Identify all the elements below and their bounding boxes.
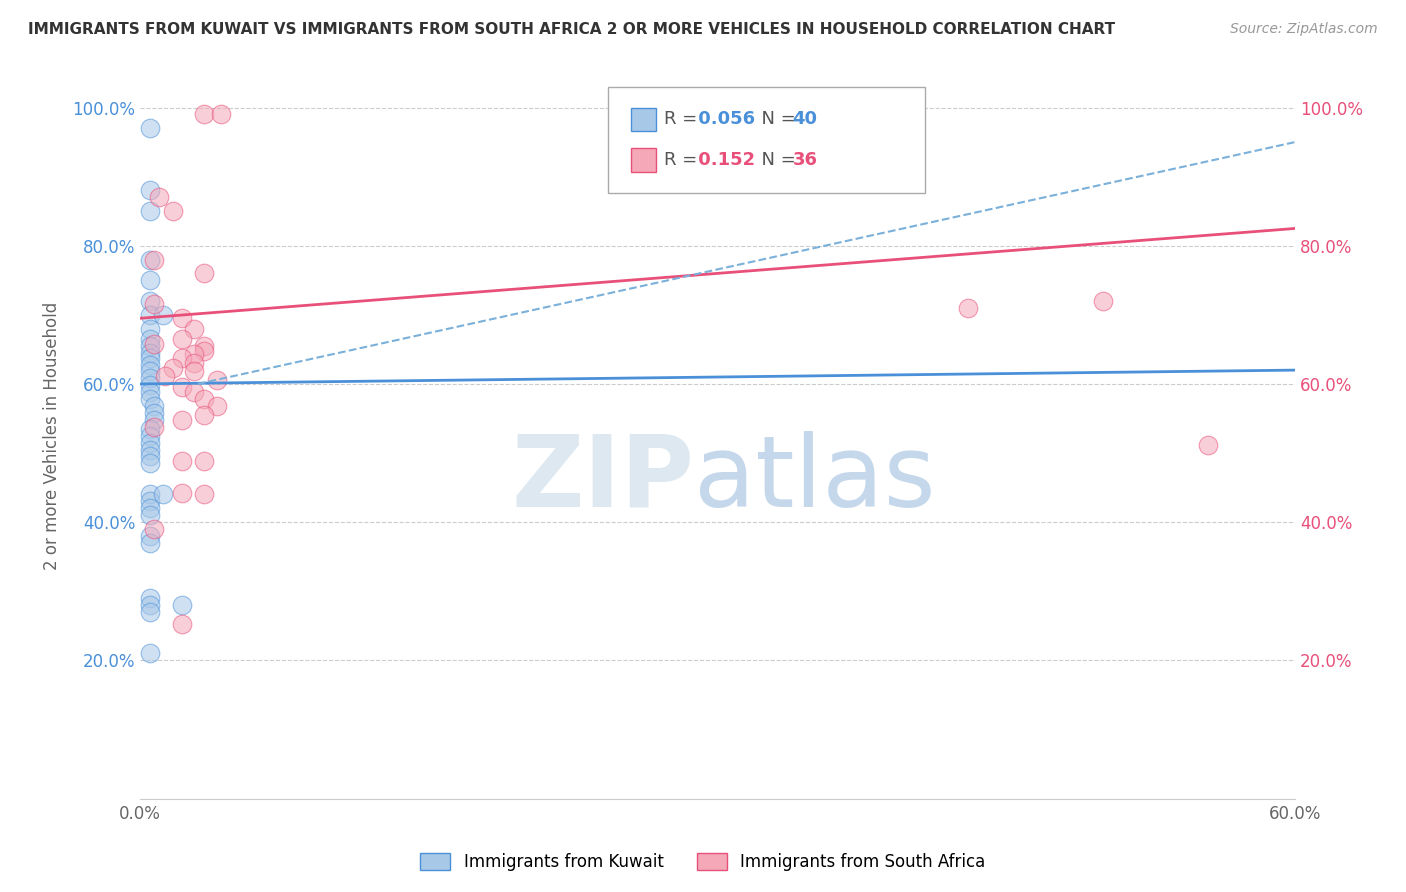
Point — [138, 378, 160, 392]
Point — [138, 487, 160, 501]
Point — [138, 494, 160, 508]
Text: 40: 40 — [793, 111, 818, 128]
Point — [138, 293, 160, 308]
Point — [193, 266, 215, 280]
Point — [172, 311, 194, 326]
Point — [142, 336, 165, 351]
Point — [148, 190, 170, 204]
Point — [138, 422, 160, 436]
Text: ZIP: ZIP — [512, 431, 695, 528]
Text: R =: R = — [665, 151, 703, 169]
Point — [205, 399, 228, 413]
Point — [138, 536, 160, 550]
Text: R =: R = — [665, 111, 703, 128]
Point — [162, 204, 184, 219]
Text: IMMIGRANTS FROM KUWAIT VS IMMIGRANTS FROM SOUTH AFRICA 2 OR MORE VEHICLES IN HOU: IMMIGRANTS FROM KUWAIT VS IMMIGRANTS FRO… — [28, 22, 1115, 37]
Point — [138, 273, 160, 287]
Point — [193, 339, 215, 353]
Bar — [631, 148, 657, 171]
Point — [193, 454, 215, 468]
Point — [138, 450, 160, 464]
Point — [193, 107, 215, 121]
Legend: Immigrants from Kuwait, Immigrants from South Africa: Immigrants from Kuwait, Immigrants from … — [412, 845, 994, 880]
Text: N =: N = — [749, 151, 801, 169]
Point — [138, 346, 160, 360]
Point — [183, 321, 205, 335]
Point — [183, 385, 205, 400]
Point — [1197, 438, 1219, 452]
Point — [205, 374, 228, 388]
Point — [142, 522, 165, 536]
Point — [209, 107, 232, 121]
Point — [152, 487, 174, 501]
Point — [138, 358, 160, 372]
Point — [172, 351, 194, 365]
Text: 0.152: 0.152 — [692, 151, 755, 169]
Text: 0.056: 0.056 — [692, 111, 755, 128]
Point — [172, 332, 194, 346]
Y-axis label: 2 or more Vehicles in Household: 2 or more Vehicles in Household — [44, 301, 60, 570]
Bar — [631, 108, 657, 131]
Point — [138, 457, 160, 471]
Point — [138, 647, 160, 661]
Point — [138, 184, 160, 198]
Point — [193, 487, 215, 501]
Point — [183, 356, 205, 370]
Point — [138, 442, 160, 457]
Text: 36: 36 — [793, 151, 818, 169]
Point — [152, 308, 174, 322]
Point — [138, 598, 160, 612]
Point — [172, 617, 194, 632]
Text: atlas: atlas — [695, 431, 936, 528]
Point — [172, 413, 194, 427]
Text: N =: N = — [749, 111, 801, 128]
Point — [138, 435, 160, 450]
Point — [172, 380, 194, 394]
Point — [138, 371, 160, 385]
Point — [183, 347, 205, 361]
Point — [138, 605, 160, 619]
Point — [193, 392, 215, 406]
Point — [142, 419, 165, 434]
Point — [138, 351, 160, 365]
Point — [193, 343, 215, 358]
Point — [153, 368, 176, 383]
Point — [138, 121, 160, 136]
FancyBboxPatch shape — [607, 87, 925, 193]
Point — [172, 454, 194, 468]
Point — [142, 399, 165, 413]
Point — [142, 413, 165, 427]
Point — [138, 501, 160, 516]
Point — [142, 297, 165, 311]
Point — [172, 486, 194, 500]
Point — [138, 429, 160, 443]
Point — [138, 508, 160, 523]
Point — [138, 364, 160, 378]
Point — [142, 406, 165, 420]
Point — [138, 392, 160, 406]
Point — [1091, 293, 1114, 308]
Point — [193, 408, 215, 422]
Point — [138, 204, 160, 219]
Point — [138, 339, 160, 353]
Point — [138, 332, 160, 346]
Point — [138, 529, 160, 543]
Point — [138, 321, 160, 335]
Point — [142, 252, 165, 267]
Point — [183, 364, 205, 378]
Point — [138, 385, 160, 400]
Point — [172, 598, 194, 612]
Point — [162, 361, 184, 376]
Point — [138, 252, 160, 267]
Point — [956, 301, 979, 315]
Text: Source: ZipAtlas.com: Source: ZipAtlas.com — [1230, 22, 1378, 37]
Point — [138, 591, 160, 606]
Point — [138, 308, 160, 322]
